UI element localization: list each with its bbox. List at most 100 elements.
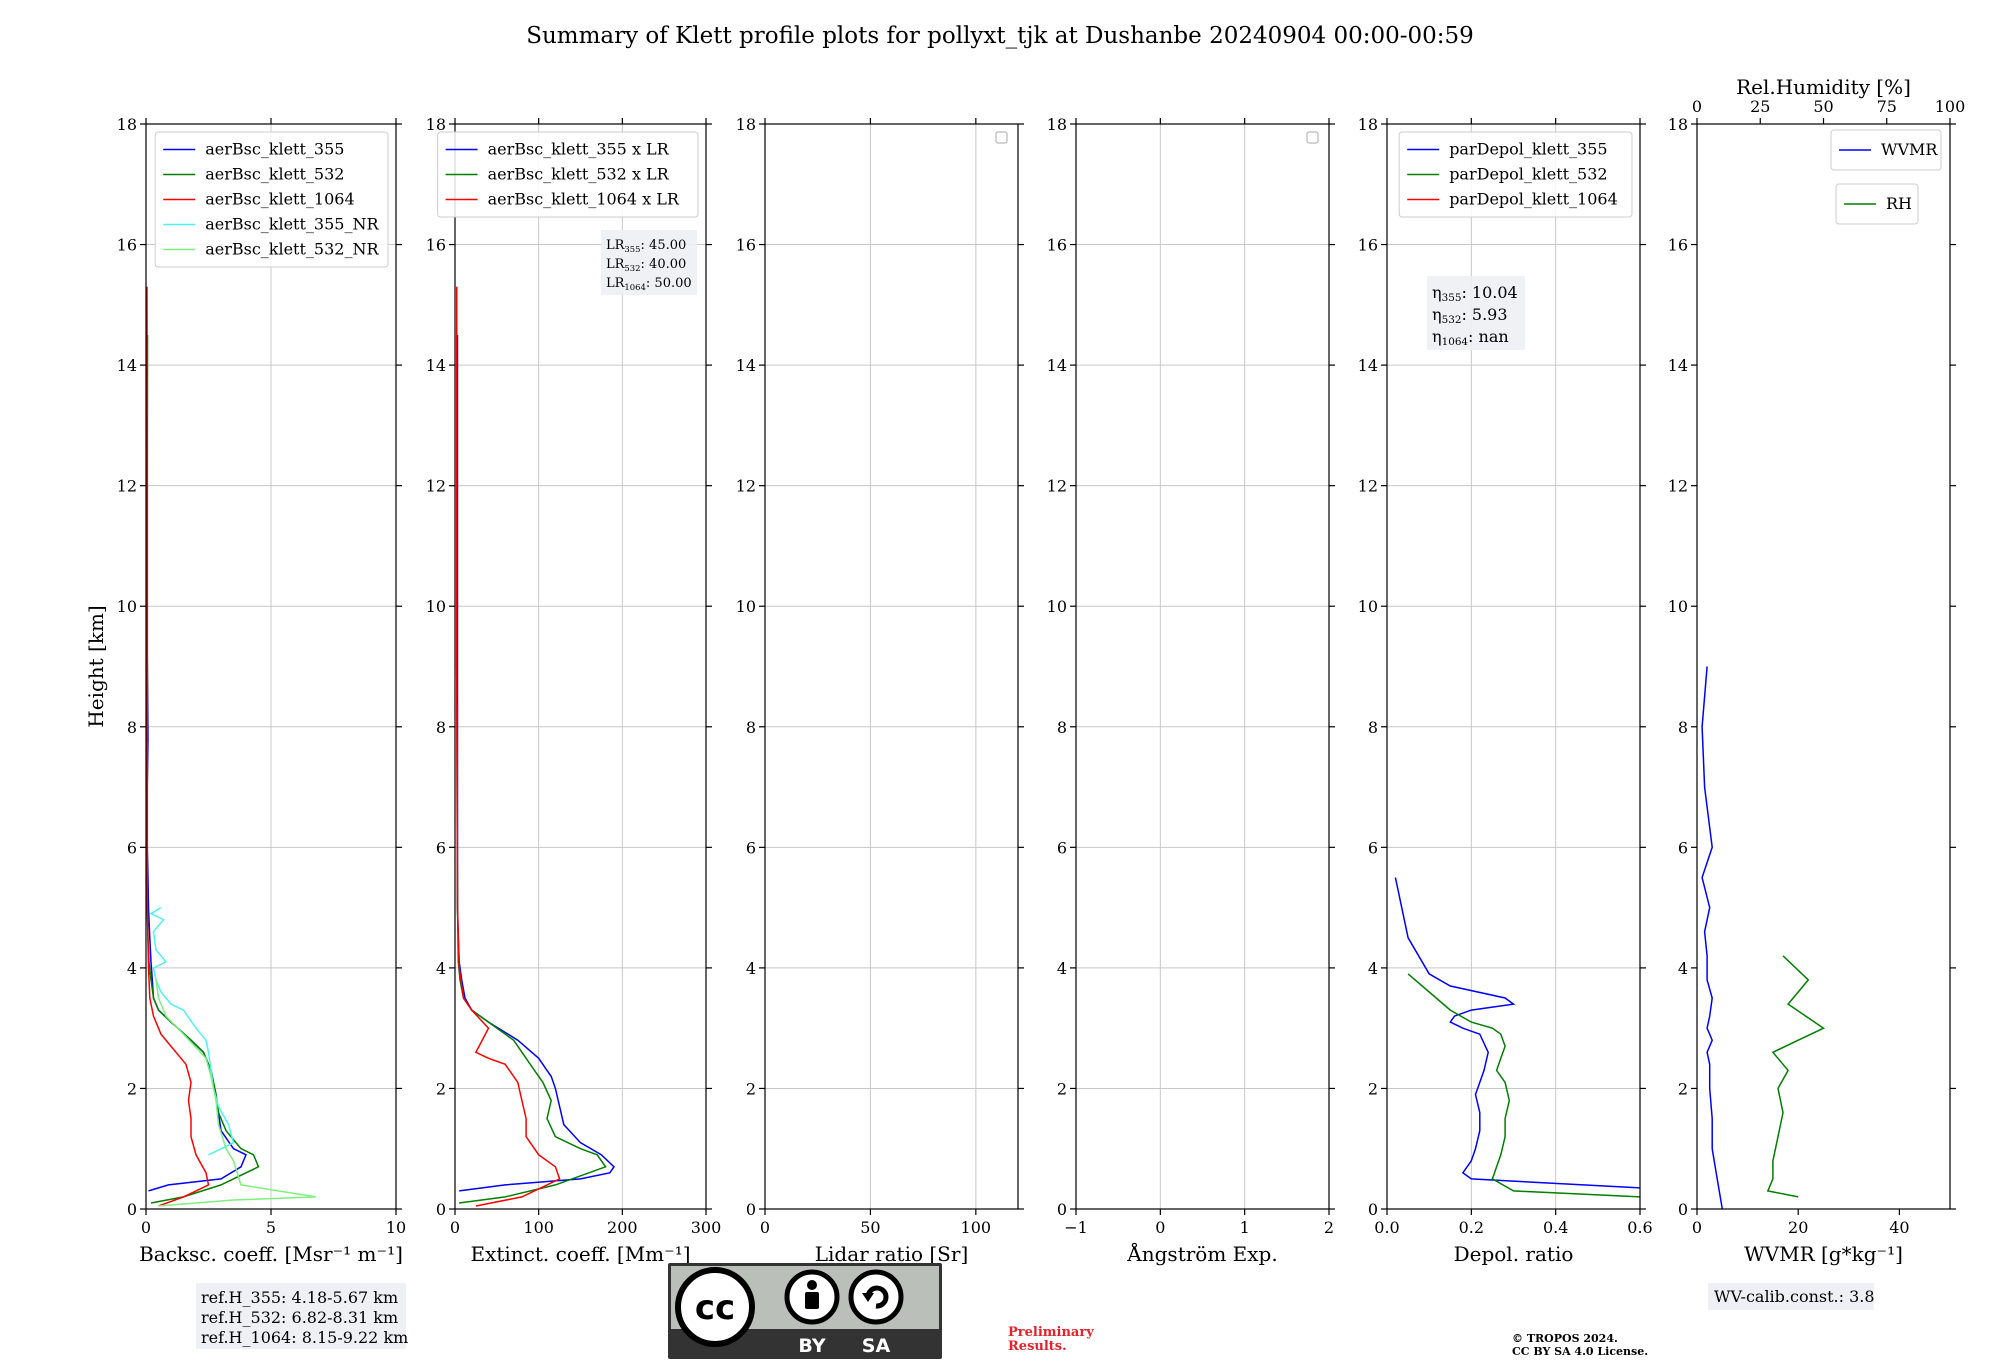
xtick-label-1: 0 xyxy=(1155,1218,1165,1237)
ytick-label-7: 14 xyxy=(1047,356,1067,375)
ytick-label-0: 0 xyxy=(1057,1200,1067,1219)
ytick-label-4: 8 xyxy=(746,718,756,737)
cc-icon xyxy=(675,1267,755,1347)
xtick-label-2: 40 xyxy=(1889,1218,1909,1237)
wv-calib-box: WV-calib.const.: 3.8 xyxy=(1708,1283,1875,1310)
axes-frame xyxy=(1696,123,1951,1210)
ytick-label-7: 14 xyxy=(1668,356,1688,375)
svg-text:cc: cc xyxy=(695,1288,735,1328)
series-line-aerBsc_klett_1064 xyxy=(146,286,210,1207)
ytick-label-5: 10 xyxy=(736,597,756,616)
legend-entry-2: aerBsc_klett_1064 x LR xyxy=(488,190,680,209)
ytick-label-0: 0 xyxy=(127,1200,137,1219)
legend-entry-3: aerBsc_klett_355_NR xyxy=(205,215,379,234)
ytick-label-1: 2 xyxy=(746,1079,756,1098)
x-axis-label: Extinct. coeff. [Mm⁻¹] xyxy=(470,1242,690,1266)
series-line-RH xyxy=(1766,955,1826,1198)
top-tick-label-0: 0 xyxy=(1692,97,1702,116)
xtick-label-0: −1 xyxy=(1064,1218,1088,1237)
series-line-parDepol_klett_532 xyxy=(1407,973,1640,1198)
xtick-label-1: 100 xyxy=(523,1218,554,1237)
top-tick-label-1: 25 xyxy=(1750,97,1770,116)
top-tick-label-2: 50 xyxy=(1813,97,1833,116)
series-line-aerBsc_klett_532 xyxy=(146,334,260,1204)
ytick-label-5: 10 xyxy=(117,597,137,616)
series-line-aerBsc_klett_355_NR xyxy=(149,906,235,1156)
annotation-line-0: LR355: 45.00 xyxy=(606,238,686,254)
ytick-label-9: 18 xyxy=(1668,115,1688,134)
axes-frame xyxy=(764,123,1019,1210)
legend-entry-0: aerBsc_klett_355 xyxy=(205,140,344,159)
license-by-label: BY xyxy=(798,1335,825,1357)
ytick-label-9: 18 xyxy=(736,115,756,134)
ytick-label-0: 0 xyxy=(746,1200,756,1219)
series-line-aerBsc_klett_355 x LR xyxy=(456,335,615,1192)
ytick-label-3: 6 xyxy=(1368,838,1378,857)
series-line-aerBsc_klett_532 x LR xyxy=(455,335,607,1204)
ref-height-355: ref.H_355: 4.18-5.67 km xyxy=(201,1288,398,1307)
ytick-label-6: 12 xyxy=(117,477,137,496)
preliminary-line-2: Results. xyxy=(1008,1339,1067,1354)
legend-entry-0: RH xyxy=(1886,194,1912,213)
series-line-parDepol_klett_355 xyxy=(1394,877,1640,1189)
legend-frame xyxy=(437,131,699,218)
series-line-WVMR xyxy=(1701,666,1724,1209)
xtick-label-2: 0.4 xyxy=(1543,1218,1568,1237)
xtick-label-3: 0.6 xyxy=(1627,1218,1652,1237)
ytick-label-8: 16 xyxy=(1047,236,1067,255)
ytick-label-4: 8 xyxy=(1678,718,1688,737)
legend-entry-1: parDepol_klett_532 xyxy=(1449,165,1607,184)
ytick-label-8: 16 xyxy=(117,236,137,255)
ytick-label-7: 14 xyxy=(117,356,137,375)
annotation-background xyxy=(601,230,697,295)
annotation-line-1: LR532: 40.00 xyxy=(606,257,686,273)
legend-frame xyxy=(1398,131,1633,218)
cc-license-badge: cc BY SA xyxy=(668,1263,942,1359)
xtick-label-2: 10 xyxy=(386,1218,406,1237)
wv-calib-constant: WV-calib.const.: 3.8 xyxy=(1714,1287,1875,1306)
ytick-label-9: 18 xyxy=(426,115,446,134)
panel-depol: 0 2 4 6 8 10 12 14 16 18 0.0 0.2 0.4 0.6 Depol. ratio p… xyxy=(1358,115,1653,1266)
figure-title: Summary of Klett profile plots for polly… xyxy=(526,23,1474,49)
series-line-aerBsc_klett_355 xyxy=(146,335,247,1192)
ytick-label-1: 2 xyxy=(127,1079,137,1098)
legend-entry-0: WVMR xyxy=(1881,140,1938,159)
ytick-label-7: 14 xyxy=(1358,356,1378,375)
series-group xyxy=(1701,666,1826,1209)
xtick-label-0: 0 xyxy=(141,1218,151,1237)
xtick-label-0: 0.0 xyxy=(1374,1218,1399,1237)
xtick-label-2: 1 xyxy=(1240,1218,1250,1237)
ytick-label-4: 8 xyxy=(436,718,446,737)
empty-legend xyxy=(1306,131,1319,144)
legend-frame xyxy=(1830,129,1942,171)
ytick-label-6: 12 xyxy=(736,477,756,496)
panel-lidar_ratio: 0 2 4 6 8 10 12 14 16 18 0 50 100 Lidar ratio [Sr] xyxy=(736,115,1024,1266)
ytick-label-5: 10 xyxy=(1047,597,1067,616)
legend-frame xyxy=(1835,183,1919,225)
series-line-aerBsc_klett_1064 x LR xyxy=(455,286,561,1207)
legend-entry-0: aerBsc_klett_355 x LR xyxy=(488,140,670,159)
series-group xyxy=(455,286,615,1207)
x-axis-label: WVMR [g*kg⁻¹] xyxy=(1744,1242,1903,1266)
annotation-line-2: LR1064: 50.00 xyxy=(606,276,692,292)
ref-height-532: ref.H_532: 6.82-8.31 km xyxy=(201,1308,398,1327)
ytick-label-3: 6 xyxy=(436,838,446,857)
x-axis-label: Ångström Exp. xyxy=(1126,1241,1277,1266)
ytick-label-9: 18 xyxy=(1047,115,1067,134)
ytick-label-2: 4 xyxy=(1678,959,1688,978)
ytick-label-2: 4 xyxy=(1368,959,1378,978)
ytick-label-7: 14 xyxy=(426,356,446,375)
copyright-line-1: © TROPOS 2024. xyxy=(1512,1332,1618,1345)
xtick-label-3: 2 xyxy=(1324,1218,1334,1237)
ytick-label-3: 6 xyxy=(1057,838,1067,857)
ytick-label-0: 0 xyxy=(436,1200,446,1219)
ytick-label-5: 10 xyxy=(1358,597,1378,616)
ytick-label-1: 2 xyxy=(436,1079,446,1098)
legend-frame xyxy=(154,131,389,268)
ytick-label-1: 2 xyxy=(1057,1079,1067,1098)
xtick-label-2: 100 xyxy=(961,1218,992,1237)
ytick-label-0: 0 xyxy=(1368,1200,1378,1219)
